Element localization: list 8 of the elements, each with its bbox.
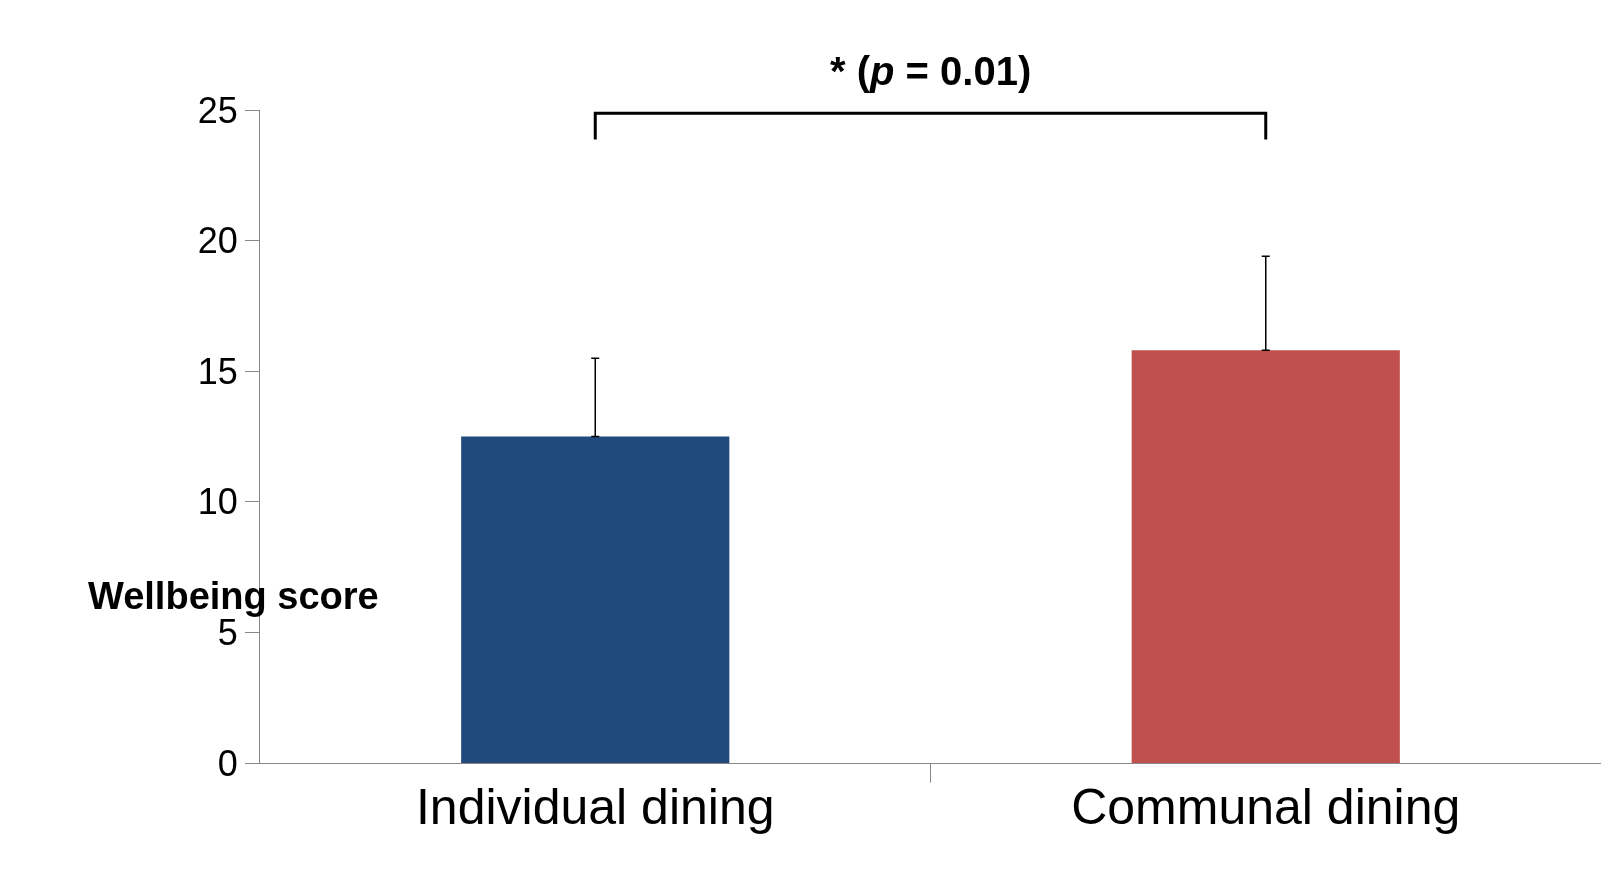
x-tick-label: Individual dining	[415, 779, 775, 835]
y-tick-label: 20	[197, 220, 238, 262]
x-tick-label: Communal dining	[1071, 779, 1461, 835]
y-tick-label: 15	[197, 350, 238, 392]
y-tick-label: 10	[197, 481, 238, 523]
y-tick-label: 0	[217, 742, 238, 784]
y-tick-label: 25	[197, 89, 238, 131]
text: * (p = 0.01)	[830, 49, 1032, 93]
